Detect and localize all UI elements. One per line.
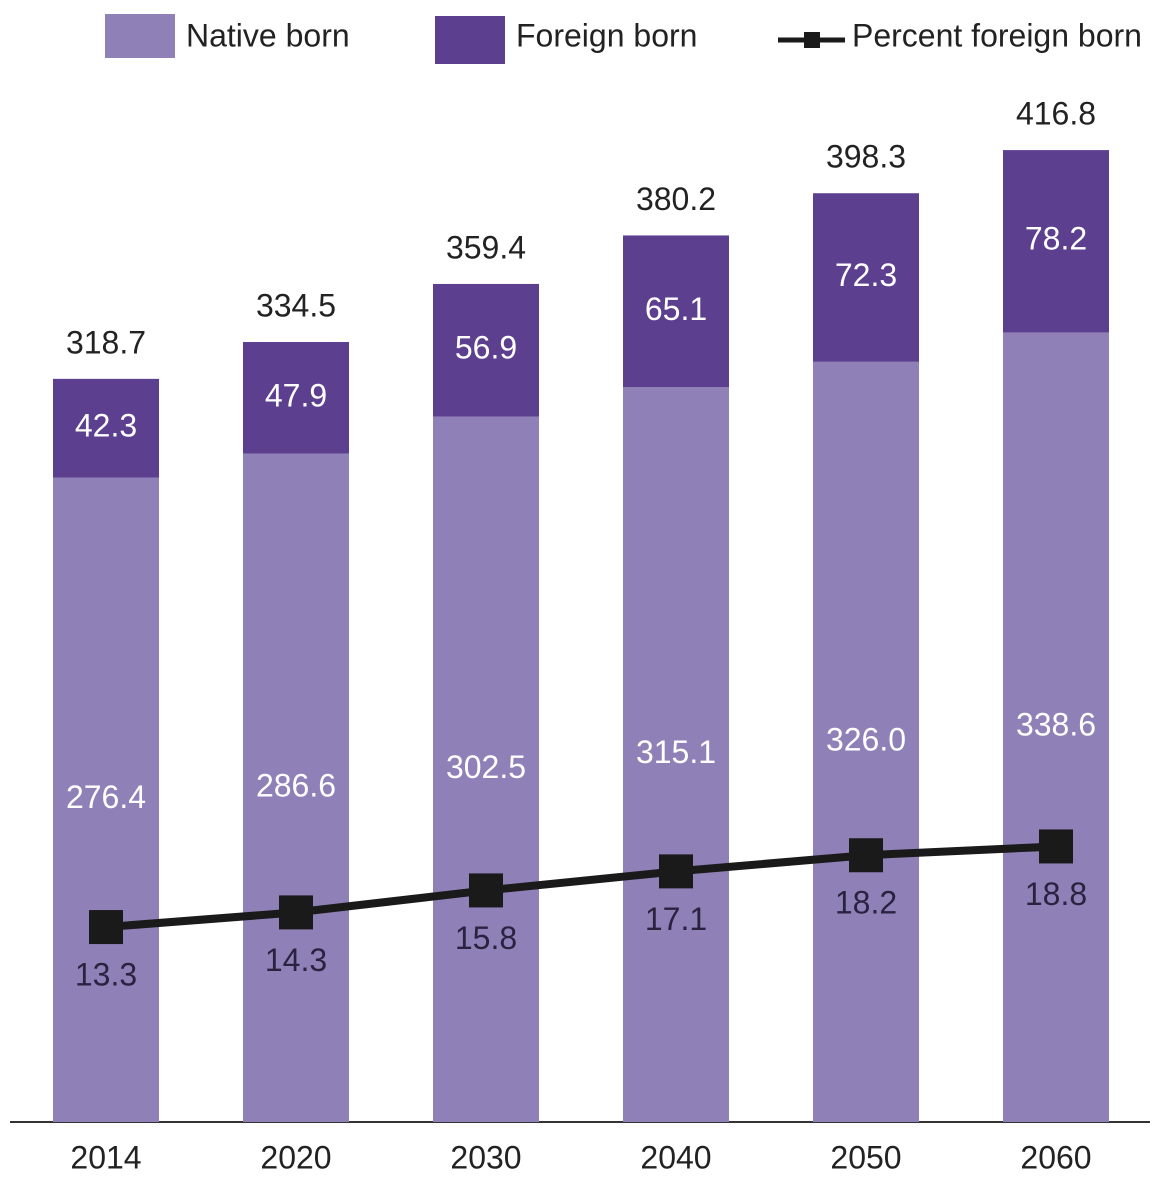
bar-segment — [243, 453, 349, 1122]
x-tick-label: 2050 — [830, 1139, 901, 1175]
total-label: 359.4 — [446, 229, 526, 265]
line-marker — [659, 854, 693, 889]
x-tick-label: 2030 — [450, 1139, 521, 1175]
total-label: 416.8 — [1016, 96, 1096, 132]
value-label: 56.9 — [455, 330, 517, 366]
bar-segment — [433, 283, 539, 417]
value-label: 17.1 — [645, 901, 707, 937]
x-tick-label: 2014 — [70, 1139, 141, 1175]
value-label: 78.2 — [1025, 221, 1087, 257]
legend-marker — [804, 32, 820, 48]
line-marker — [849, 838, 883, 873]
total-label: 334.5 — [256, 287, 336, 323]
bar-segment — [813, 193, 919, 362]
bar-segment — [623, 235, 729, 388]
line-marker — [1039, 829, 1073, 864]
line-marker — [469, 873, 503, 908]
bar-segment — [53, 477, 159, 1122]
total-label: 318.7 — [66, 324, 146, 360]
value-label: 15.8 — [455, 920, 517, 956]
bar-segment — [53, 378, 159, 478]
bar-segment — [1003, 150, 1109, 333]
value-label: 18.8 — [1025, 876, 1087, 912]
line-marker — [89, 910, 123, 945]
legend-swatch — [105, 14, 175, 58]
legend-label: Native born — [186, 17, 350, 53]
value-label: 18.2 — [835, 885, 897, 921]
x-tick-label: 2060 — [1020, 1139, 1091, 1175]
total-label: 398.3 — [826, 139, 906, 175]
value-label: 286.6 — [256, 767, 336, 803]
line — [105, 842, 1057, 932]
value-label: 72.3 — [835, 257, 897, 293]
total-label: 380.2 — [636, 181, 716, 217]
x-tick-label: 2040 — [640, 1139, 711, 1175]
value-label: 65.1 — [645, 291, 707, 327]
bar-segment — [433, 416, 539, 1122]
bar-segment — [623, 387, 729, 1122]
line-marker — [279, 895, 313, 930]
legend-label: Foreign born — [516, 17, 697, 53]
legend-swatch — [435, 16, 505, 64]
x-tick-label: 2020 — [260, 1139, 331, 1175]
bar-segment — [1003, 332, 1109, 1122]
legend-label: Percent foreign born — [852, 17, 1142, 53]
value-label: 42.3 — [75, 408, 137, 444]
value-label: 14.3 — [265, 942, 327, 978]
value-label: 47.9 — [265, 377, 327, 413]
value-label: 302.5 — [446, 749, 526, 785]
value-label: 338.6 — [1016, 707, 1096, 743]
value-label: 13.3 — [75, 957, 137, 993]
value-label: 326.0 — [826, 721, 906, 757]
value-label: 276.4 — [66, 779, 146, 815]
value-label: 315.1 — [636, 734, 716, 770]
bar-segment — [243, 342, 349, 454]
bar-segment — [813, 361, 919, 1122]
